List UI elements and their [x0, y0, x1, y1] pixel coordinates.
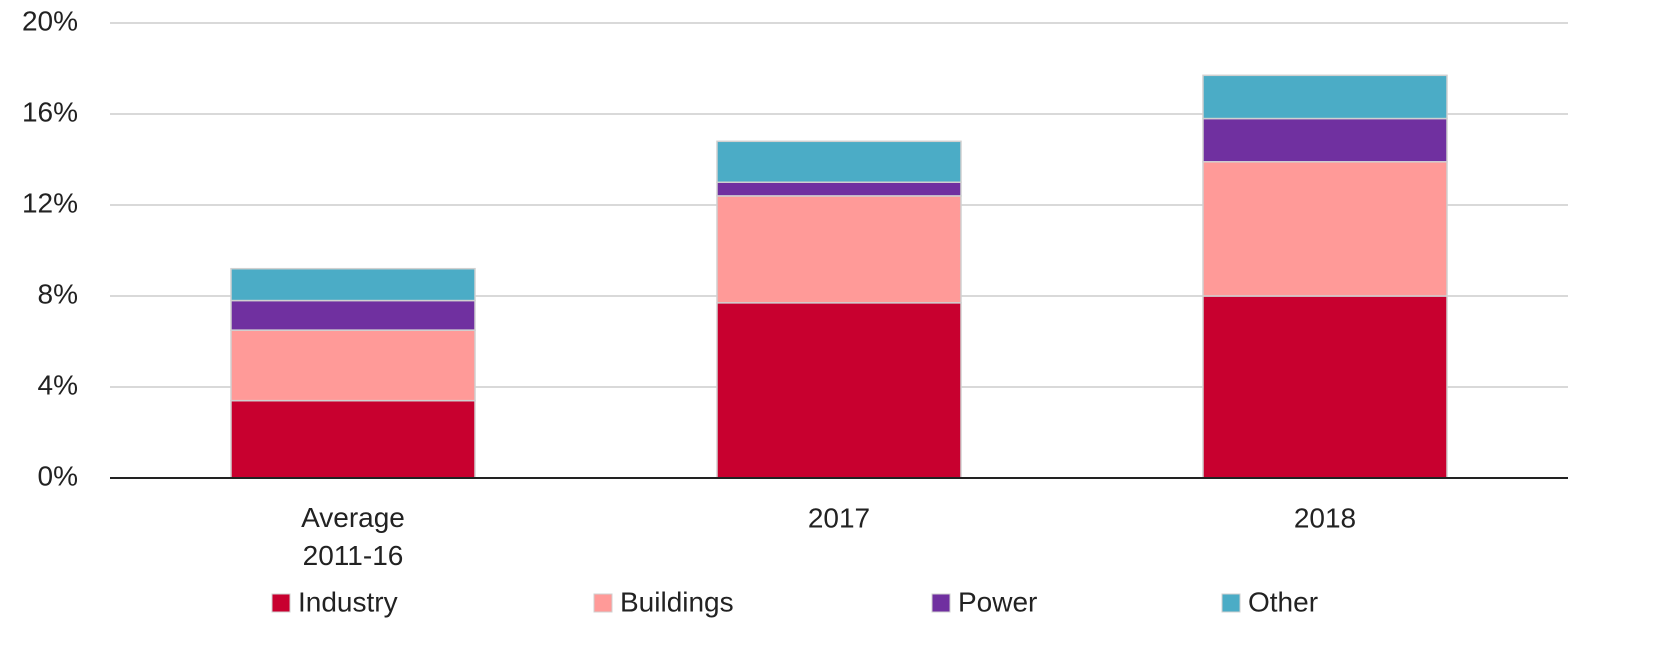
x-tick-label: 2017 [808, 502, 870, 533]
legend-swatch [1221, 593, 1241, 613]
legend-label: Power [958, 586, 1037, 617]
bar-segment [716, 181, 962, 197]
bar-segment [716, 140, 962, 184]
legend-swatch [931, 593, 951, 613]
legend-swatch [593, 593, 613, 613]
bar-segment [1202, 295, 1448, 479]
bar-segment [1202, 161, 1448, 297]
bar-segment [230, 399, 476, 479]
y-tick-label: 12% [22, 187, 78, 218]
x-tick-label: 2018 [1294, 502, 1356, 533]
legend-label: Other [1248, 586, 1318, 617]
y-tick-label: 8% [38, 278, 78, 309]
bar-segment [716, 302, 962, 479]
bar-segment [1202, 117, 1448, 163]
bar-segment [716, 195, 962, 304]
legend-label: Industry [298, 586, 398, 617]
y-tick-label: 4% [38, 369, 78, 400]
x-tick-label: Average 2011-16 [301, 502, 405, 571]
bar-segment [1202, 74, 1448, 120]
legend-label: Buildings [620, 586, 734, 617]
legend-swatch [271, 593, 291, 613]
y-tick-label: 0% [38, 460, 78, 491]
y-tick-label: 20% [22, 5, 78, 36]
bar-segment [230, 329, 476, 402]
y-tick-label: 16% [22, 96, 78, 127]
bar-segment [230, 299, 476, 331]
bar-segment [230, 267, 476, 302]
